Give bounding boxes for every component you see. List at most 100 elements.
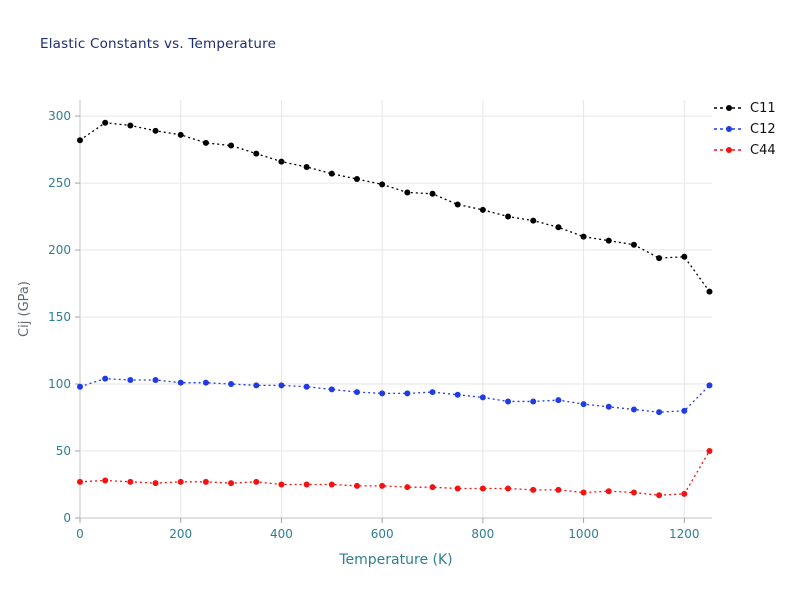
legend-swatch-c12-icon: [714, 126, 744, 132]
legend-label-c44: C44: [750, 142, 776, 158]
series-marker-c11: [555, 224, 562, 231]
series-marker-c12: [278, 382, 285, 389]
series-marker-c11: [454, 201, 461, 208]
series-marker-c12: [404, 390, 411, 397]
series-marker-c11: [353, 176, 360, 183]
series-marker-c44: [429, 484, 436, 491]
series-marker-c11: [404, 189, 411, 196]
y-tick-label: 150: [48, 310, 71, 324]
series-marker-c12: [102, 375, 109, 382]
series-marker-c44: [706, 448, 713, 455]
series-marker-c12: [555, 397, 562, 404]
series-marker-c11: [505, 213, 512, 220]
series-marker-c44: [328, 481, 335, 488]
series-marker-c12: [479, 394, 486, 401]
x-tick-label: 200: [169, 527, 192, 541]
series-marker-c11: [630, 241, 637, 248]
series-line-c12: [79, 378, 710, 413]
series-marker-c12: [580, 401, 587, 408]
y-tick-label: 200: [48, 243, 71, 257]
series-marker-c11: [706, 288, 713, 295]
series-marker-c11: [127, 122, 134, 129]
series-marker-c11: [479, 206, 486, 213]
series-marker-c11: [278, 158, 285, 165]
series-marker-c11: [580, 233, 587, 240]
series-marker-c12: [630, 406, 637, 413]
series-marker-c44: [77, 478, 83, 485]
series-marker-c44: [630, 489, 637, 496]
series-marker-c12: [681, 407, 688, 414]
x-axis-label: Temperature (K): [339, 552, 453, 568]
series-marker-c44: [530, 486, 537, 493]
series-marker-c44: [656, 492, 663, 499]
series-marker-c44: [228, 480, 235, 487]
chart-title: Elastic Constants vs. Temperature: [40, 36, 277, 52]
y-axis-label: Cij (GPa): [17, 281, 32, 337]
series-marker-c12: [328, 386, 335, 393]
series-marker-c12: [706, 382, 713, 389]
series-marker-c44: [605, 488, 612, 495]
series-marker-c12: [656, 409, 663, 416]
series-marker-c44: [253, 478, 260, 485]
legend: C11 C12 C44: [714, 100, 776, 158]
series-marker-c44: [505, 485, 512, 492]
x-tick-label: 600: [371, 527, 394, 541]
series-marker-c12: [202, 379, 209, 386]
series-marker-c12: [429, 389, 436, 396]
series-marker-c11: [429, 190, 436, 197]
series-marker-c44: [353, 482, 360, 489]
series-marker-c44: [303, 481, 310, 488]
y-tick-label: 0: [63, 511, 71, 525]
series-marker-c12: [530, 398, 537, 405]
series-marker-c11: [681, 253, 688, 260]
series-marker-c11: [605, 237, 612, 244]
legend-item-c44: C44: [714, 142, 776, 158]
series-marker-c44: [102, 477, 109, 484]
series-marker-c11: [379, 181, 386, 188]
series-marker-c11: [303, 163, 310, 170]
series-marker-c12: [505, 398, 512, 405]
series-marker-c44: [127, 478, 134, 485]
legend-item-c11: C11: [714, 100, 776, 116]
series-marker-c11: [177, 131, 184, 138]
series-marker-c11: [102, 119, 109, 126]
legend-label-c12: C12: [750, 121, 776, 137]
series-marker-c12: [454, 391, 461, 398]
x-tick-label: 1000: [568, 527, 599, 541]
series-marker-c12: [127, 377, 134, 384]
x-tick-label: 1200: [669, 527, 700, 541]
legend-item-c12: C12: [714, 121, 776, 137]
series-marker-c12: [303, 383, 310, 390]
legend-swatch-c11-icon: [714, 105, 744, 111]
series-marker-c44: [278, 481, 285, 488]
series-marker-c12: [379, 390, 386, 397]
series-marker-c11: [77, 137, 83, 144]
series-marker-c44: [152, 480, 159, 487]
y-tick-label: 250: [48, 176, 71, 190]
x-tick-label: 400: [270, 527, 293, 541]
series-marker-c12: [77, 383, 83, 390]
series-marker-c44: [681, 490, 688, 497]
series-line-c11: [79, 122, 711, 292]
series-marker-c11: [530, 217, 537, 224]
series-marker-c12: [605, 403, 612, 410]
series-marker-c44: [379, 482, 386, 489]
series-marker-c44: [404, 484, 411, 491]
x-tick-label: 0: [76, 527, 84, 541]
series-marker-c44: [555, 486, 562, 493]
legend-swatch-c44-icon: [714, 147, 744, 153]
series-marker-c44: [202, 478, 209, 485]
series-marker-c44: [177, 478, 184, 485]
y-tick-label: 300: [48, 109, 71, 123]
y-tick-label: 100: [48, 377, 71, 391]
series-marker-c11: [253, 150, 260, 157]
series-line-c44: [79, 450, 711, 496]
x-tick-label: 800: [471, 527, 494, 541]
series-marker-c11: [228, 142, 235, 149]
y-tick-label: 50: [56, 444, 71, 458]
series-marker-c11: [656, 255, 663, 262]
legend-label-c11: C11: [750, 100, 776, 116]
series-marker-c12: [228, 381, 235, 388]
